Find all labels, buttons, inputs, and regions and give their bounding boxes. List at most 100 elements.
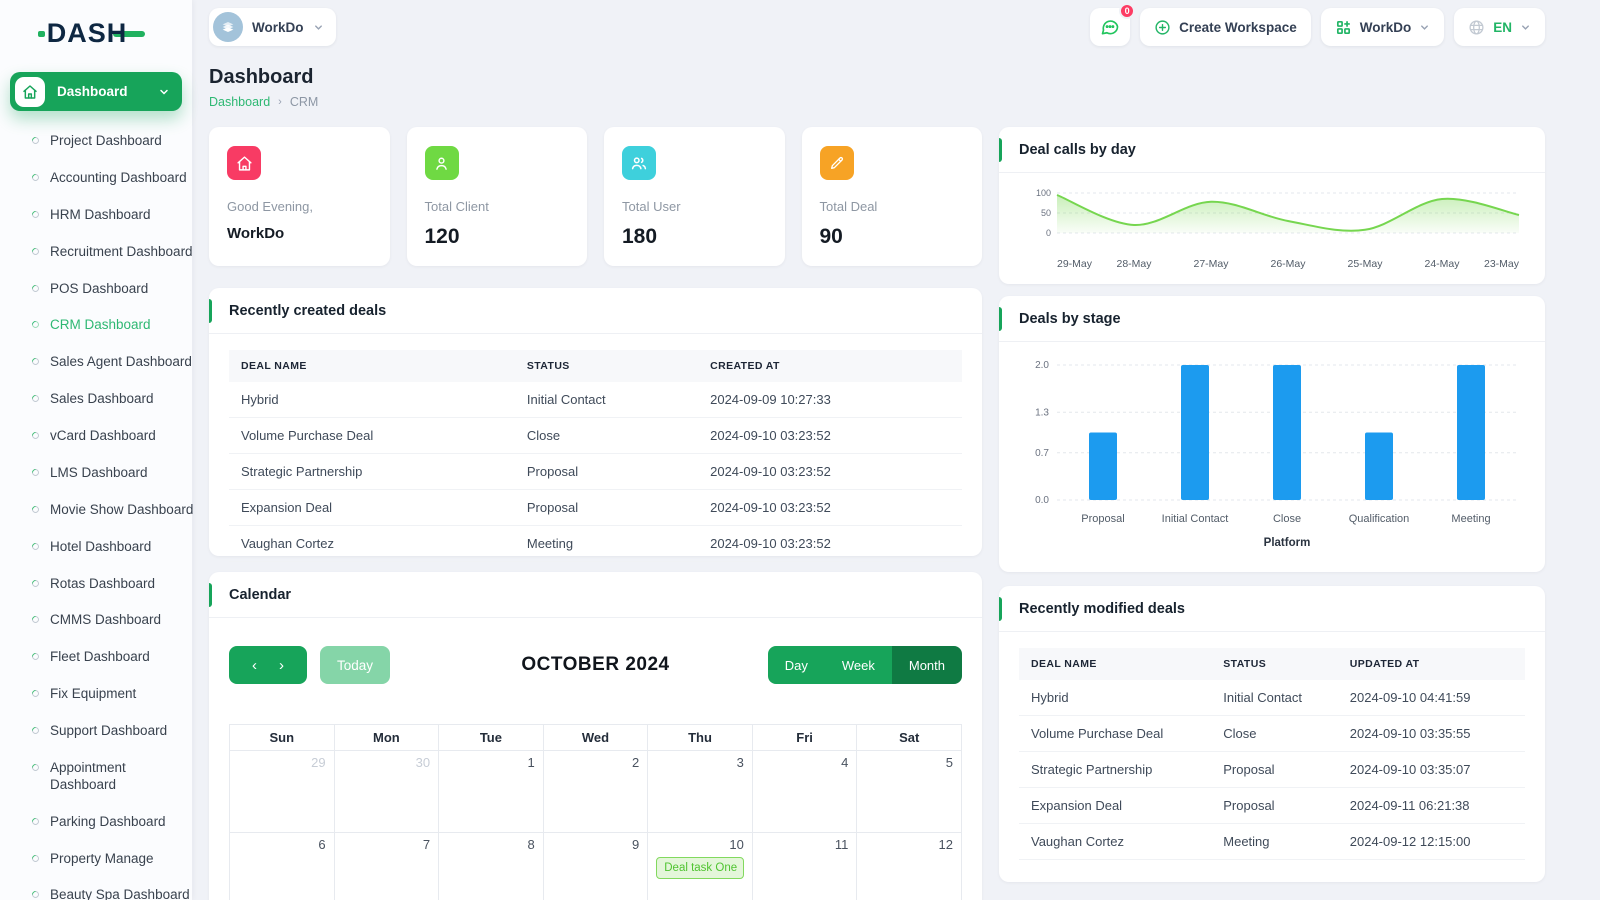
calendar-event[interactable]: Deal task One [656,857,744,879]
sidebar-item[interactable]: Project Dashboard [8,123,184,160]
today-button[interactable]: Today [320,646,391,684]
sidebar-item-label: Appointment Dashboard [50,759,126,792]
calendar-day-cell[interactable]: 8 [438,832,544,900]
breadcrumb-dashboard-link[interactable]: Dashboard [209,95,271,109]
bullet-icon [30,541,41,552]
next-button[interactable]: › [279,656,284,674]
table-row[interactable]: Hybrid Initial Contact 2024-09-09 10:27:33 [229,382,962,418]
calendar-view-week-button[interactable]: Week [824,646,892,684]
language-selector[interactable]: EN [1454,8,1545,46]
globe-icon [1469,19,1484,35]
sidebar-item[interactable]: Accounting Dashboard [8,160,187,197]
sidebar-item[interactable]: CMMS Dashboard [8,602,184,639]
sidebar-item[interactable]: Recruitment Dashboard [8,234,193,271]
sidebar-item[interactable]: Property Manage [8,841,184,878]
sidebar-item-dashboard[interactable]: Dashboard [10,72,182,111]
sidebar-item[interactable]: Hotel Dashboard [8,529,184,566]
card-title: Deals by stage [1019,311,1121,327]
sidebar-item[interactable]: Rotas Dashboard [8,566,184,603]
card-title: Deal calls by day [1019,142,1136,158]
sidebar-item[interactable]: Sales Dashboard [8,381,184,418]
sidebar-item-label: Accounting Dashboard [50,169,187,185]
table-row[interactable]: Strategic Partnership Proposal 2024-09-10 … [229,453,962,490]
calendar-day-cell[interactable]: 11 [751,832,858,900]
card-title: Calendar [229,587,292,603]
calendar-grid: Sun Mon Tue Wed Thu Fri Sat 29 30 1 2 3 4 5 6 7 8 9 10 Deal… [229,724,962,900]
sidebar-item[interactable]: Parking Dashboard [8,804,184,841]
sidebar-item[interactable]: Support Dashboard [8,713,184,750]
sidebar-item[interactable]: Movie Show Dashboard [8,492,193,529]
calendar-day-cell[interactable]: 3 [647,750,753,833]
sidebar-item-label: Hotel Dashboard [50,538,152,554]
sidebar-item-label: Support Dashboard [50,723,168,738]
column-header: CREATED AT [698,350,962,382]
card-header: Deals by stage [999,296,1545,342]
bullet-icon [30,430,41,441]
calendar-day-cell[interactable]: 6 [229,832,335,900]
sidebar-item[interactable]: CRM Dashboard [8,307,184,344]
table-row[interactable]: Volume Purchase Deal Close 2024-09-10 03:3… [1019,715,1525,752]
workspace-menu-button[interactable]: WorkDo [1320,8,1445,46]
sidebar-item[interactable]: Fleet Dashboard [8,639,184,676]
bullet-icon [30,356,41,367]
create-workspace-button[interactable]: Create Workspace [1140,8,1311,46]
app-logo[interactable]: DASH [8,16,184,50]
bullet-icon [30,614,41,625]
calendar-day-cell[interactable]: 1 [438,750,544,833]
message-count-badge: 0 [1119,3,1136,19]
sidebar-item-label: LMS Dashboard [50,464,148,480]
sidebar-item[interactable]: Appointment Dashboard [8,750,184,804]
table-row[interactable]: Strategic Partnership Proposal 2024-09-10 … [1019,751,1525,788]
sidebar-item[interactable]: POS Dashboard [8,271,184,308]
svg-text:0: 0 [1046,228,1051,238]
calendar-view-month-button[interactable]: Month [891,646,962,684]
total-deal-card: Total Deal 90 [801,127,982,266]
area-chart-wrap: 0 50 100 29-May 28-May 27-May 26-May 25-May 24-M… [999,173,1545,278]
table-row[interactable]: Hybrid Initial Contact 2024-09-10 04:41:59 [1019,680,1525,716]
recently-modified-deals-card: Recently modified deals DEAL NAME STATUS U… [999,586,1545,882]
sidebar-item[interactable]: LMS Dashboard [8,455,184,492]
recently-modified-deals-table: DEAL NAME STATUS UPDATED AT Hybrid Initial C… [1019,648,1525,860]
sidebar-item[interactable]: Fix Equipment [8,676,184,713]
calendar-day-cell[interactable]: 29 [229,750,335,833]
calendar-day-cell[interactable]: 7 [333,832,440,900]
home-icon [15,76,45,107]
sidebar-item[interactable]: HRM Dashboard [8,197,184,234]
bullet-icon [30,393,41,404]
table-row[interactable]: Vaughan Cortez Meeting 2024-09-12 12:15:00 [1019,823,1525,860]
workspace-selector[interactable]: WorkDo [209,8,336,46]
logo-dash-icon [113,31,146,37]
messages-button[interactable]: 0 [1090,3,1136,46]
topbar-actions: 0 Create Workspace WorkDo EN [1090,3,1545,46]
calendar-day-cell[interactable]: 10 Deal task One [647,832,753,900]
bullet-icon [30,688,41,699]
bar-chart-wrap: 0.0 0.7 1.3 2.0 Proposal Initial Contact Close… [999,342,1545,565]
create-workspace-label: Create Workspace [1179,19,1297,35]
calendar-day-cell[interactable]: 30 [333,750,440,833]
table-row[interactable]: Vaughan Cortez Meeting 2024-09-10 03:23:52 [229,525,962,562]
column-header: UPDATED AT [1337,648,1525,680]
recently-created-deals-card: Recently created deals DEAL NAME STATUS CR… [209,288,982,562]
table-row[interactable]: Volume Purchase Deal Close 2024-09-10 03:2… [229,417,962,454]
table-row[interactable]: Expansion Deal Proposal 2024-09-10 03:23:5… [229,489,962,526]
sidebar-item[interactable]: Beauty Spa Dashboard [8,877,190,900]
card-title: Recently created deals [229,303,387,319]
calendar-day-cell[interactable]: 4 [751,750,858,833]
calendar-day-cell[interactable]: 5 [856,750,962,833]
stat-value: 90 [819,225,843,248]
user-icon [424,146,459,180]
sidebar-item[interactable]: vCard Dashboard [8,418,184,455]
calendar-view-day-button[interactable]: Day [767,646,825,684]
sidebar-item[interactable]: Sales Agent Dashboard [8,344,192,381]
stat-label: Good Evening, [227,199,314,214]
calendar-day-cell[interactable]: 12 [856,832,962,900]
calendar-day-cell[interactable]: 9 [542,832,649,900]
card-title: Recently modified deals [1019,601,1185,617]
workspace-avatar [213,12,243,42]
card-header: Calendar [209,572,982,618]
home-icon [227,146,261,180]
calendar-day-cell[interactable]: 2 [542,750,649,833]
table-row[interactable]: Expansion Deal Proposal 2024-09-11 06:21:3… [1019,787,1525,824]
breadcrumb-current: CRM [289,95,319,109]
prev-button[interactable]: ‹ [252,656,257,674]
